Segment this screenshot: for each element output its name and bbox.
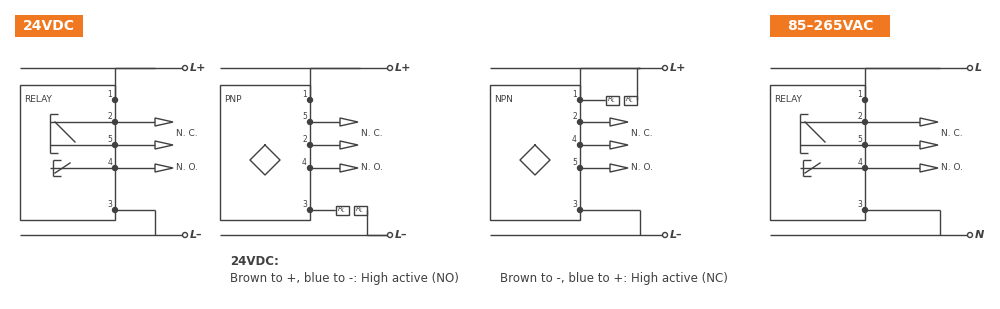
Text: $R_L$: $R_L$: [337, 205, 347, 215]
Text: N: N: [975, 230, 984, 240]
Text: 2: 2: [572, 112, 577, 121]
Polygon shape: [610, 118, 628, 126]
Circle shape: [388, 232, 392, 238]
Text: Brown to +, blue to -: High active (NO): Brown to +, blue to -: High active (NO): [230, 272, 459, 285]
Bar: [354, 205, 366, 214]
Circle shape: [862, 120, 868, 125]
Text: N. C.: N. C.: [941, 129, 963, 138]
Polygon shape: [340, 118, 358, 126]
Text: N. O.: N. O.: [941, 163, 963, 172]
Text: N. O.: N. O.: [631, 163, 653, 172]
Circle shape: [578, 166, 582, 171]
Circle shape: [388, 66, 392, 70]
Bar: [220, 85, 310, 220]
Polygon shape: [920, 141, 938, 149]
Text: L–: L–: [395, 230, 408, 240]
Text: 2: 2: [107, 112, 112, 121]
Circle shape: [862, 208, 868, 213]
Polygon shape: [155, 118, 173, 126]
Text: 3: 3: [107, 200, 112, 209]
Circle shape: [308, 142, 312, 147]
Circle shape: [968, 66, 972, 70]
Text: L–: L–: [190, 230, 203, 240]
Text: 5: 5: [857, 135, 862, 144]
Text: PNP: PNP: [224, 95, 242, 104]
Circle shape: [112, 208, 118, 213]
Text: 3: 3: [302, 200, 307, 209]
Text: N. C.: N. C.: [631, 129, 653, 138]
Bar: [624, 95, 637, 104]
Bar: [606, 95, 618, 104]
Circle shape: [182, 232, 188, 238]
Polygon shape: [610, 141, 628, 149]
Circle shape: [308, 166, 312, 171]
Polygon shape: [340, 141, 358, 149]
Text: L: L: [975, 63, 982, 73]
Circle shape: [308, 98, 312, 103]
Polygon shape: [920, 164, 938, 172]
Text: 5: 5: [572, 158, 577, 167]
Text: Brown to -, blue to +: High active (NC): Brown to -, blue to +: High active (NC): [500, 272, 728, 285]
Text: 2: 2: [857, 112, 862, 121]
Circle shape: [578, 120, 582, 125]
Circle shape: [578, 208, 582, 213]
Text: N. C.: N. C.: [361, 129, 383, 138]
Circle shape: [578, 142, 582, 147]
Text: RELAY: RELAY: [24, 95, 52, 104]
Circle shape: [308, 208, 312, 213]
Text: 2: 2: [302, 135, 307, 144]
Bar: [15, 15, 83, 37]
Circle shape: [112, 142, 118, 147]
Bar: [770, 85, 865, 220]
Text: 24VDC:: 24VDC:: [230, 255, 279, 268]
Text: $R_L$: $R_L$: [355, 205, 365, 215]
Text: RELAY: RELAY: [774, 95, 802, 104]
Text: 4: 4: [302, 158, 307, 167]
Circle shape: [862, 98, 868, 103]
Text: $R_L$: $R_L$: [625, 95, 635, 105]
Bar: [490, 85, 580, 220]
Text: 5: 5: [107, 135, 112, 144]
Text: L+: L+: [670, 63, 686, 73]
Circle shape: [662, 232, 668, 238]
Text: 4: 4: [572, 135, 577, 144]
Polygon shape: [920, 118, 938, 126]
Text: 5: 5: [302, 112, 307, 121]
Text: 85–265VAC: 85–265VAC: [787, 19, 873, 33]
Polygon shape: [610, 164, 628, 172]
Text: 4: 4: [107, 158, 112, 167]
Text: 1: 1: [572, 90, 577, 99]
Text: 1: 1: [857, 90, 862, 99]
Text: 24VDC: 24VDC: [23, 19, 75, 33]
Text: 3: 3: [572, 200, 577, 209]
Text: 3: 3: [857, 200, 862, 209]
Circle shape: [112, 98, 118, 103]
Circle shape: [578, 98, 582, 103]
Circle shape: [662, 66, 668, 70]
Text: 1: 1: [302, 90, 307, 99]
Bar: [770, 15, 890, 37]
Circle shape: [112, 120, 118, 125]
Text: 1: 1: [107, 90, 112, 99]
Circle shape: [308, 120, 312, 125]
Polygon shape: [155, 164, 173, 172]
Text: N. O.: N. O.: [176, 163, 198, 172]
Circle shape: [112, 166, 118, 171]
Circle shape: [862, 166, 868, 171]
Text: NPN: NPN: [494, 95, 513, 104]
Circle shape: [968, 232, 972, 238]
Text: 4: 4: [857, 158, 862, 167]
Text: L+: L+: [395, 63, 412, 73]
Text: N. C.: N. C.: [176, 129, 198, 138]
Bar: [336, 205, 349, 214]
Text: N. O.: N. O.: [361, 163, 383, 172]
Text: $R_L$: $R_L$: [607, 95, 617, 105]
Circle shape: [182, 66, 188, 70]
Text: L+: L+: [190, 63, 207, 73]
Bar: [20, 85, 115, 220]
Polygon shape: [155, 141, 173, 149]
Circle shape: [862, 142, 868, 147]
Polygon shape: [340, 164, 358, 172]
Text: L–: L–: [670, 230, 683, 240]
